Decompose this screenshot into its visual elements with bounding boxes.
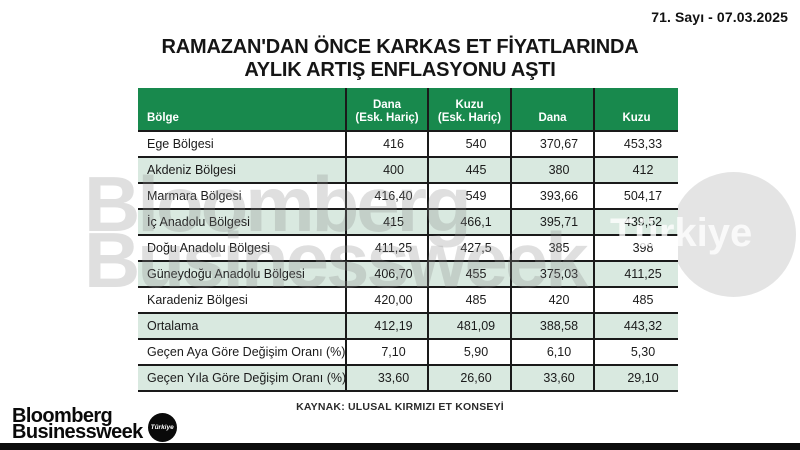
page-title: RAMAZAN'DAN ÖNCE KARKAS ET FİYATLARINDA …	[0, 36, 800, 82]
turkiye-badge: Türkiye	[147, 413, 177, 442]
issue-date-label: 71. Sayı - 07.03.2025	[651, 9, 788, 25]
table-row-yearly-change: Geçen Yıla Göre Değişim Oranı (%) 33,60 …	[138, 364, 678, 392]
table-row: Marmara Bölgesi 416,40 549 393,66 504,17	[138, 182, 678, 208]
table-row: Doğu Anadolu Bölgesi 411,25 427,5 385 39…	[138, 234, 678, 260]
column-header-kuzu-esk-haric: Kuzu (Esk. Hariç)	[427, 88, 510, 130]
table-row-average: Ortalama 412,19 481,09 388,58 443,32	[138, 312, 678, 338]
title-line-2: AYLIK ARTIŞ ENFLASYONU AŞTI	[244, 59, 556, 81]
source-note: KAYNAK: ULUSAL KIRMIZI ET KONSEYİ	[296, 401, 504, 413]
table-body: Ege Bölgesi 416 540 370,67 453,33 Akdeni…	[138, 130, 678, 392]
bloomberg-businessweek-logo: Bloomberg Businessweek Türkiye	[12, 405, 177, 443]
logo-wordmark: Bloomberg Businessweek	[12, 405, 143, 443]
table-row: Güneydoğu Anadolu Bölgesi 406,70 455 375…	[138, 260, 678, 286]
table-header-row: Bölge Dana (Esk. Hariç) Kuzu (Esk. Hariç…	[138, 88, 678, 130]
turkiye-badge-watermark-circle	[671, 172, 796, 297]
column-header-dana: Dana	[510, 88, 593, 130]
column-header-dana-esk-haric: Dana (Esk. Hariç)	[345, 88, 427, 130]
table-row: İç Anadolu Bölgesi 415 466,1 395,71 439,…	[138, 208, 678, 234]
title-line-1: RAMAZAN'DAN ÖNCE KARKAS ET FİYATLARINDA	[161, 36, 639, 58]
column-header-bolge: Bölge	[147, 112, 179, 124]
bottom-bar	[0, 443, 800, 450]
table-row: Ege Bölgesi 416 540 370,67 453,33	[138, 130, 678, 156]
meat-price-table: Bölge Dana (Esk. Hariç) Kuzu (Esk. Hariç…	[138, 88, 678, 392]
column-header-kuzu: Kuzu	[593, 88, 678, 130]
table-row: Karadeniz Bölgesi 420,00 485 420 485	[138, 286, 678, 312]
table-row-monthly-change: Geçen Aya Göre Değişim Oranı (%) 7,10 5,…	[138, 338, 678, 364]
table-row: Akdeniz Bölgesi 400 445 380 412	[138, 156, 678, 182]
